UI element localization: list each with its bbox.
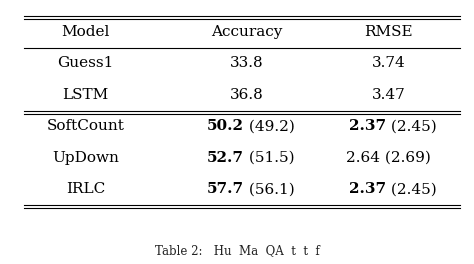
Text: 57.7: 57.7 bbox=[207, 182, 244, 196]
Text: Table 2:   Hu  Ma  QA  t  t  f: Table 2: Hu Ma QA t t f bbox=[155, 244, 319, 257]
Text: RMSE: RMSE bbox=[365, 25, 413, 39]
Text: 2.37: 2.37 bbox=[349, 119, 386, 133]
Text: (51.5): (51.5) bbox=[244, 151, 295, 165]
Text: 33.8: 33.8 bbox=[230, 56, 263, 70]
Text: 36.8: 36.8 bbox=[229, 88, 264, 102]
Text: 2.37: 2.37 bbox=[349, 182, 386, 196]
Text: SoftCount: SoftCount bbox=[46, 119, 124, 133]
Text: 2.64 (2.69): 2.64 (2.69) bbox=[346, 151, 431, 165]
Text: 50.2: 50.2 bbox=[207, 119, 244, 133]
Text: Model: Model bbox=[61, 25, 109, 39]
Text: Accuracy: Accuracy bbox=[211, 25, 282, 39]
Text: 3.74: 3.74 bbox=[372, 56, 406, 70]
Text: (2.45): (2.45) bbox=[386, 119, 437, 133]
Text: UpDown: UpDown bbox=[52, 151, 119, 165]
Text: 52.7: 52.7 bbox=[207, 151, 244, 165]
Text: 3.47: 3.47 bbox=[372, 88, 406, 102]
Text: (49.2): (49.2) bbox=[244, 119, 295, 133]
Text: Guess1: Guess1 bbox=[57, 56, 113, 70]
Text: (56.1): (56.1) bbox=[244, 182, 295, 196]
Text: LSTM: LSTM bbox=[62, 88, 109, 102]
Text: (2.45): (2.45) bbox=[386, 182, 437, 196]
Text: IRLC: IRLC bbox=[66, 182, 105, 196]
